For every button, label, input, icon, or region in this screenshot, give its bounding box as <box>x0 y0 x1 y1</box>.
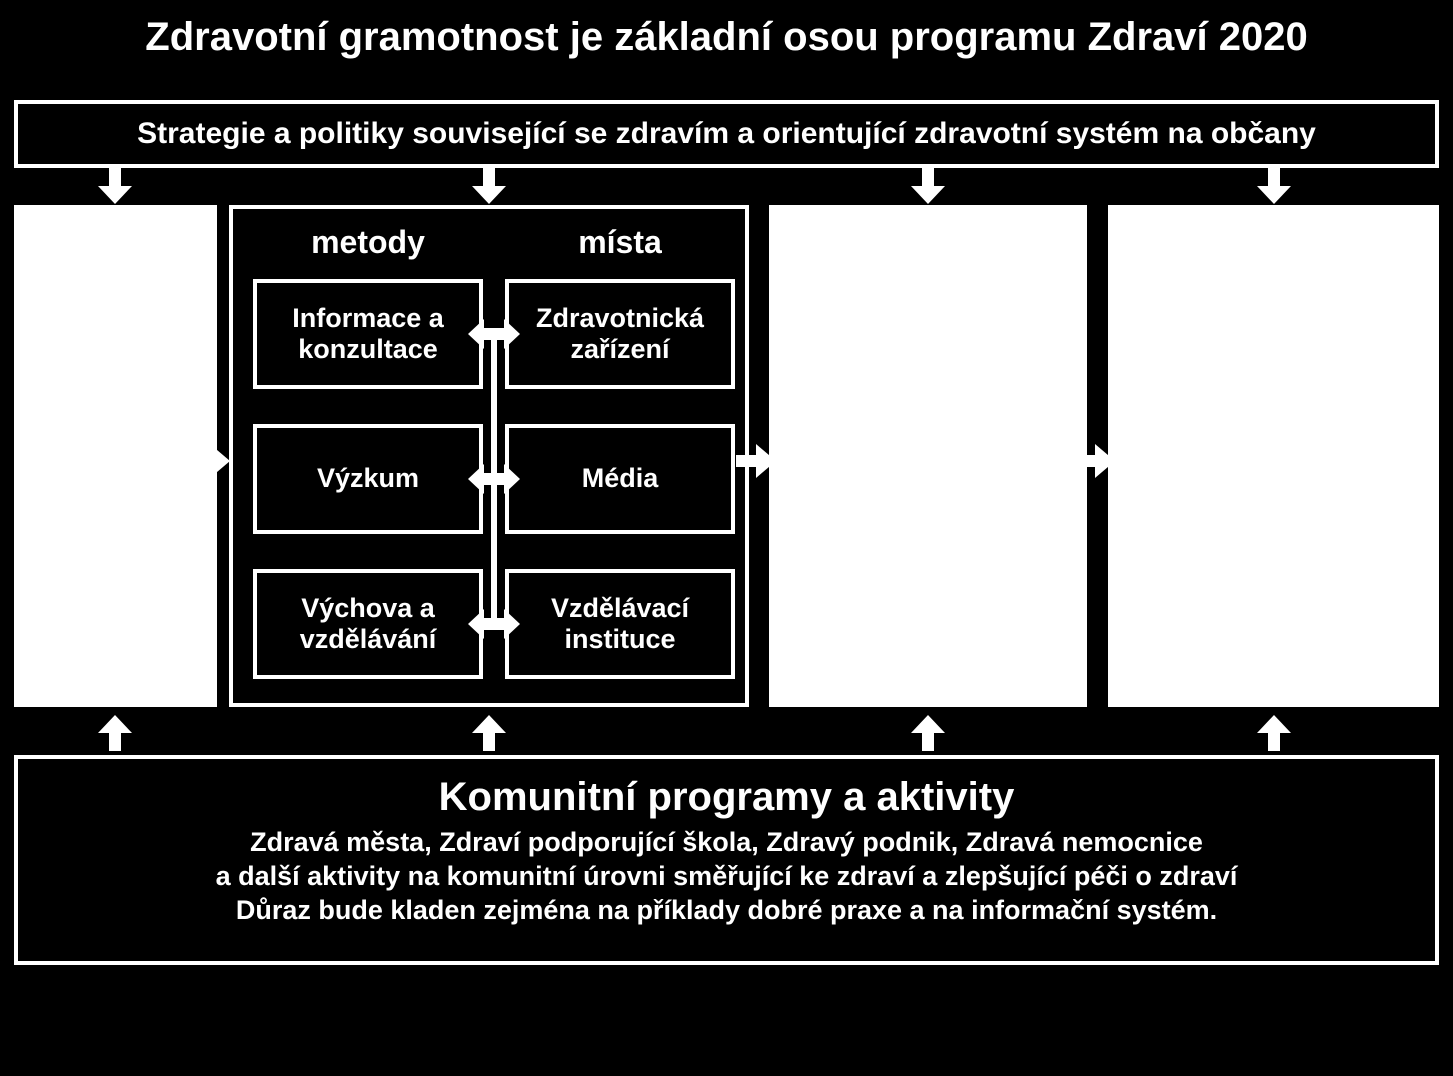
arrow-up-icon <box>1257 715 1291 751</box>
cell-edu-institutions: Vzdělávací instituce <box>505 569 735 679</box>
center-header-methods: metody <box>253 219 483 265</box>
arrow-up-icon <box>911 715 945 751</box>
center-panel: metody místa Informace a konzultace Zdra… <box>229 205 749 707</box>
arrow-down-icon <box>472 168 506 204</box>
community-line-1: Zdravá města, Zdraví podporující škola, … <box>48 826 1405 860</box>
cell-info-consult: Informace a konzultace <box>253 279 483 389</box>
cell-health-facilities: Zdravotnická zařízení <box>505 279 735 389</box>
arrow-up-icon <box>472 715 506 751</box>
strategy-box: Strategie a politiky související se zdra… <box>14 100 1439 168</box>
arrow-right-icon <box>1075 444 1115 478</box>
column-3-box <box>769 205 1087 707</box>
cell-media: Média <box>505 424 735 534</box>
arrow-right-icon <box>190 444 230 478</box>
arrow-down-icon <box>98 168 132 204</box>
strategy-text: Strategie a politiky související se zdra… <box>137 117 1316 151</box>
page-title: Zdravotní gramotnost je základní osou pr… <box>50 15 1403 60</box>
column-1-box <box>14 205 217 707</box>
cell-research: Výzkum <box>253 424 483 534</box>
community-line-3: Důraz bude kladen zejména na příklady do… <box>48 894 1405 928</box>
community-box: Komunitní programy a aktivity Zdravá měs… <box>14 755 1439 965</box>
community-line-2: a další aktivity na komunitní úrovni smě… <box>48 860 1405 894</box>
cell-education: Výchova a vzdělávání <box>253 569 483 679</box>
connector-line <box>491 331 497 623</box>
column-4-box <box>1108 205 1439 707</box>
center-header-places: místa <box>505 219 735 265</box>
community-title: Komunitní programy a aktivity <box>48 775 1405 820</box>
arrow-down-icon <box>911 168 945 204</box>
arrow-down-icon <box>1257 168 1291 204</box>
arrow-right-icon <box>736 444 776 478</box>
arrow-up-icon <box>98 715 132 751</box>
